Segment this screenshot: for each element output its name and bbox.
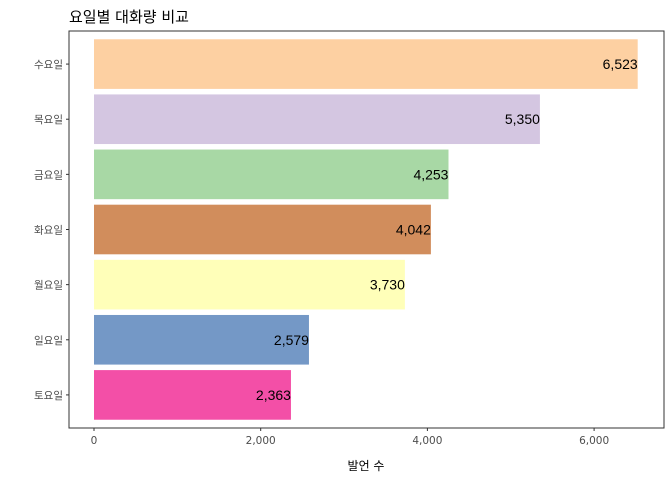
x-tick-label-4: 6,000 [579, 435, 609, 447]
x-axis: 0 2,000 4,000 6,000 [91, 428, 609, 447]
data-label-5: 3,730 [370, 277, 405, 293]
y-tick-label-7: 토요일 [34, 389, 63, 402]
bar-7 [94, 370, 291, 420]
y-tick-label-1: 수요일 [34, 58, 63, 71]
bar-4 [94, 204, 431, 255]
data-label-4: 4,042 [396, 222, 431, 238]
bar-5 [94, 259, 405, 310]
bar-3 [94, 149, 449, 200]
bar-2 [94, 94, 540, 145]
bar-1 [94, 39, 638, 89]
x-tick-label-1: 0 [91, 435, 98, 447]
x-tick-label-2: 2,000 [246, 435, 276, 447]
x-tick-label-3: 4,000 [412, 435, 442, 447]
chart-title: 요일별 대화량 비교 [69, 8, 189, 26]
data-label-2: 5,350 [505, 111, 540, 127]
y-tick-label-4: 화요일 [34, 224, 63, 237]
data-label-7: 2,363 [256, 387, 291, 403]
data-labels-layer: 6,523 5,350 4,253 4,042 3,730 2,579 2,363 [256, 56, 638, 403]
y-tick-label-6: 일요일 [34, 334, 63, 347]
y-tick-label-3: 금요일 [34, 168, 63, 181]
bar-6 [94, 314, 309, 365]
data-label-1: 6,523 [603, 56, 638, 72]
bars-layer [94, 39, 638, 420]
x-axis-title: 발언 수 [348, 459, 385, 473]
y-tick-label-2: 목요일 [34, 113, 63, 126]
data-label-6: 2,579 [274, 332, 309, 348]
y-tick-label-5: 월요일 [34, 279, 63, 292]
data-label-3: 4,253 [413, 166, 448, 182]
